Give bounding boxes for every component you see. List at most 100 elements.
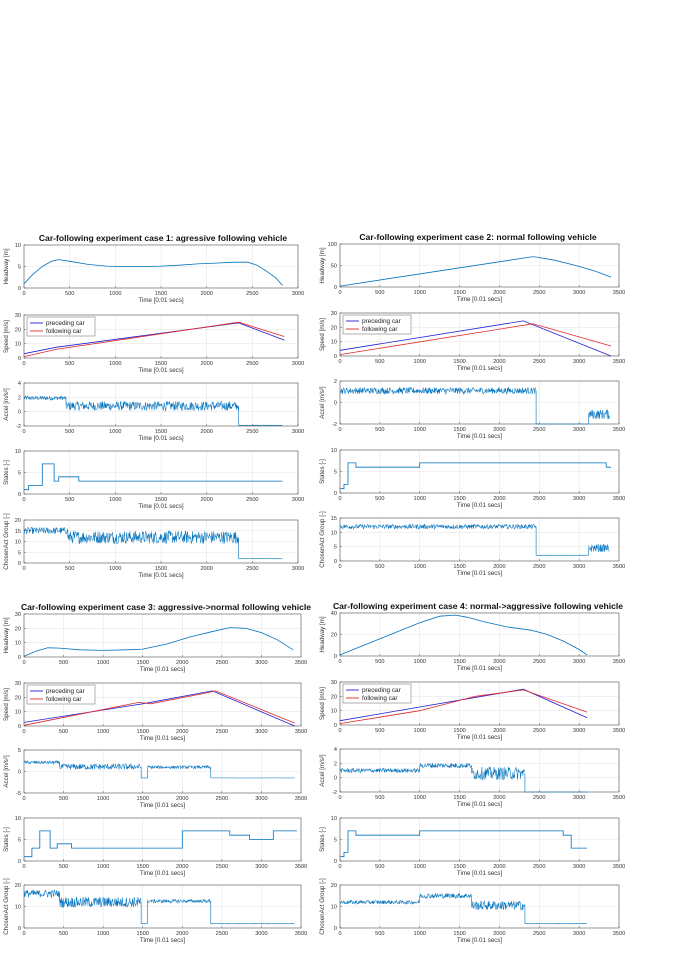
y-tick-label: 10 xyxy=(15,641,21,647)
x-tick-label: 3500 xyxy=(295,864,307,870)
series-line-preceding-car xyxy=(339,320,612,357)
x-tick-label: 1500 xyxy=(136,729,148,735)
x-tick-label: 3000 xyxy=(255,931,267,937)
y-tick-label: 30 xyxy=(15,612,21,618)
signal-segment xyxy=(67,530,239,545)
x-axis-label: Time [0.01 secs] xyxy=(138,435,183,442)
x-tick-label: 1500 xyxy=(453,864,465,870)
x-tick-label: 1000 xyxy=(413,659,425,665)
x-tick-label: 3000 xyxy=(292,361,304,367)
x-tick-label: 2500 xyxy=(246,291,258,297)
y-tick-label: 20 xyxy=(15,327,21,333)
series-line xyxy=(24,463,283,491)
x-axis-label: Time [0.01 secs] xyxy=(138,297,183,304)
x-tick-label: 3500 xyxy=(613,728,625,734)
x-tick-label: 1500 xyxy=(453,931,465,937)
plot-frame xyxy=(339,884,620,929)
x-tick-label: 3500 xyxy=(295,931,307,937)
x-tick-label: 2500 xyxy=(216,729,228,735)
x-tick-label: 2500 xyxy=(216,931,228,937)
y-tick-label: 0 xyxy=(18,724,21,730)
x-axis-label: Time [0.01 secs] xyxy=(140,735,185,742)
x-tick-label: 500 xyxy=(375,290,384,296)
x-tick-label: 2000 xyxy=(493,359,505,365)
y-tick-label: 10 xyxy=(15,816,21,822)
y-tick-label: 30 xyxy=(15,681,21,687)
x-tick-label: 3000 xyxy=(573,564,585,570)
series-line xyxy=(339,256,612,287)
x-tick-label: 1000 xyxy=(413,795,425,801)
y-tick-label: 0 xyxy=(18,926,21,932)
y-tick-label: 5 xyxy=(334,838,337,844)
x-tick-label: 3000 xyxy=(573,931,585,937)
plot-frame xyxy=(339,612,620,657)
chart-title: Car-following experiment case 2: normal … xyxy=(359,232,597,242)
x-tick-label: 0 xyxy=(338,728,341,734)
x-tick-label: 2500 xyxy=(533,290,545,296)
x-tick-label: 0 xyxy=(22,729,25,735)
x-tick-label: 0 xyxy=(22,361,25,367)
signal-segment xyxy=(147,898,211,904)
x-tick-label: 3500 xyxy=(613,795,625,801)
signal-segment xyxy=(147,764,211,770)
plot-frame xyxy=(23,613,302,658)
x-tick-label: 2000 xyxy=(200,566,212,572)
panel-speed: 0 500 1000 1500 2000 2500 3000 3500 0 10 20 30 Time … xyxy=(319,680,625,741)
y-axis-label: Accel [m/s²] xyxy=(3,755,10,788)
legend-label: preceding car xyxy=(46,688,86,695)
y-axis-label: ChosenAct Group [-] xyxy=(319,511,326,568)
plot-frame xyxy=(23,244,299,289)
signal-segment xyxy=(23,526,68,535)
plot-frame xyxy=(339,681,620,726)
y-tick-label: 10 xyxy=(15,540,21,546)
x-tick-label: 0 xyxy=(22,497,25,503)
y-axis-label: ChosenAct Group [-] xyxy=(3,513,10,570)
x-tick-label: 3000 xyxy=(292,429,304,435)
y-tick-label: 100 xyxy=(328,242,337,248)
x-axis-label: Time [0.01 secs] xyxy=(457,365,502,372)
series-line-following-car xyxy=(23,321,285,357)
x-tick-label: 1000 xyxy=(413,359,425,365)
x-tick-label: 0 xyxy=(338,659,341,665)
series-line xyxy=(23,259,283,286)
y-tick-label: 0 xyxy=(18,655,21,661)
signal-segment xyxy=(471,766,525,781)
legend-label: preceding car xyxy=(362,687,402,694)
x-tick-label: 3000 xyxy=(573,427,585,433)
series-line-preceding-car xyxy=(23,322,285,355)
y-tick-label: 30 xyxy=(331,680,337,686)
x-tick-label: 2500 xyxy=(246,566,258,572)
x-axis-label: Time [0.01 secs] xyxy=(457,296,502,303)
signal-segment xyxy=(23,889,60,899)
y-tick-label: 10 xyxy=(331,709,337,715)
y-tick-label: 15 xyxy=(15,529,21,535)
y-tick-label: 20 xyxy=(15,883,21,889)
panel-headway: 0 500 1000 1500 2000 2500 3000 3500 0 10 20 30 Time … xyxy=(3,612,307,673)
y-tick-label: -2 xyxy=(332,790,337,796)
signal-segment xyxy=(471,900,525,911)
x-tick-label: 0 xyxy=(338,564,341,570)
y-tick-label: 10 xyxy=(15,710,21,716)
x-tick-label: 2000 xyxy=(200,429,212,435)
x-tick-label: 500 xyxy=(375,931,384,937)
panel-states: 0 500 1000 1500 2000 2500 3000 0 5 10 Time [0.01 s… xyxy=(3,449,304,510)
x-tick-label: 0 xyxy=(22,291,25,297)
y-axis-label: Accel [m/s²] xyxy=(319,386,326,419)
chart-title: Car-following experiment case 1: agressi… xyxy=(39,233,288,243)
x-tick-label: 3000 xyxy=(255,729,267,735)
series-line-following-car xyxy=(339,689,588,724)
x-tick-label: 500 xyxy=(375,659,384,665)
x-axis-label: Time [0.01 secs] xyxy=(140,937,185,944)
y-tick-label: 2 xyxy=(334,379,337,385)
x-tick-label: 2000 xyxy=(493,864,505,870)
x-tick-label: 0 xyxy=(22,660,25,666)
x-tick-label: 1500 xyxy=(136,864,148,870)
y-tick-label: 0 xyxy=(18,286,21,292)
x-tick-label: 1000 xyxy=(109,291,121,297)
x-tick-label: 2000 xyxy=(200,497,212,503)
x-tick-label: 500 xyxy=(65,361,74,367)
x-tick-label: 500 xyxy=(65,429,74,435)
y-tick-label: 4 xyxy=(334,747,337,753)
